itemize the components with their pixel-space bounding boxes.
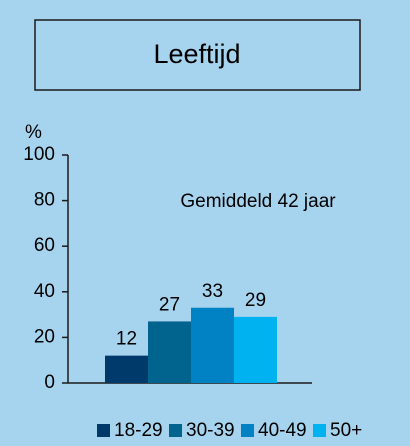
legend-swatch — [97, 424, 110, 437]
chart-title: Leeftijd — [153, 39, 240, 69]
y-tick-label: 100 — [23, 144, 55, 165]
y-tick-label: 60 — [34, 235, 55, 256]
legend-label: 18-29 — [114, 420, 163, 441]
legend-swatch — [169, 424, 182, 437]
y-axis-label: % — [25, 122, 42, 143]
legend-label: 50+ — [330, 420, 362, 441]
legend-label: 30-39 — [186, 420, 235, 441]
y-tick-label: 20 — [34, 326, 55, 347]
legend-swatch — [241, 424, 254, 437]
bar — [105, 355, 148, 383]
bar — [191, 307, 234, 383]
bar — [148, 321, 191, 383]
data-label: 27 — [159, 294, 180, 315]
title-box — [34, 19, 361, 91]
data-label: 33 — [202, 281, 223, 302]
data-label: 12 — [116, 329, 137, 350]
y-tick-label: 0 — [44, 372, 55, 393]
annotation: Gemiddeld 42 jaar — [180, 191, 336, 212]
data-label: 29 — [245, 290, 266, 311]
legend-label: 40-49 — [258, 420, 307, 441]
y-tick-label: 40 — [34, 281, 55, 302]
bar — [234, 316, 277, 383]
y-tick-label: 80 — [34, 190, 55, 211]
legend-swatch — [313, 424, 326, 437]
